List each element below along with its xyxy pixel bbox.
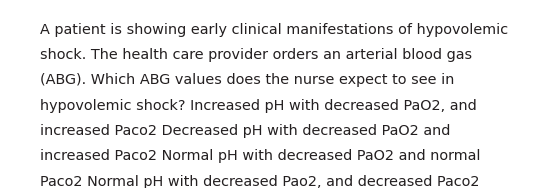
Text: increased Paco2 Normal pH with decreased PaO2 and normal: increased Paco2 Normal pH with decreased… — [40, 149, 480, 163]
Text: A patient is showing early clinical manifestations of hypovolemic: A patient is showing early clinical mani… — [40, 23, 508, 36]
Text: Paco2 Normal pH with decreased Pao2, and decreased Paco2: Paco2 Normal pH with decreased Pao2, and… — [40, 175, 480, 188]
Text: (ABG). Which ABG values does the nurse expect to see in: (ABG). Which ABG values does the nurse e… — [40, 73, 455, 87]
Text: increased Paco2 Decreased pH with decreased PaO2 and: increased Paco2 Decreased pH with decrea… — [40, 124, 450, 138]
Text: hypovolemic shock? Increased pH with decreased PaO2, and: hypovolemic shock? Increased pH with dec… — [40, 99, 477, 113]
Text: shock. The health care provider orders an arterial blood gas: shock. The health care provider orders a… — [40, 48, 472, 62]
